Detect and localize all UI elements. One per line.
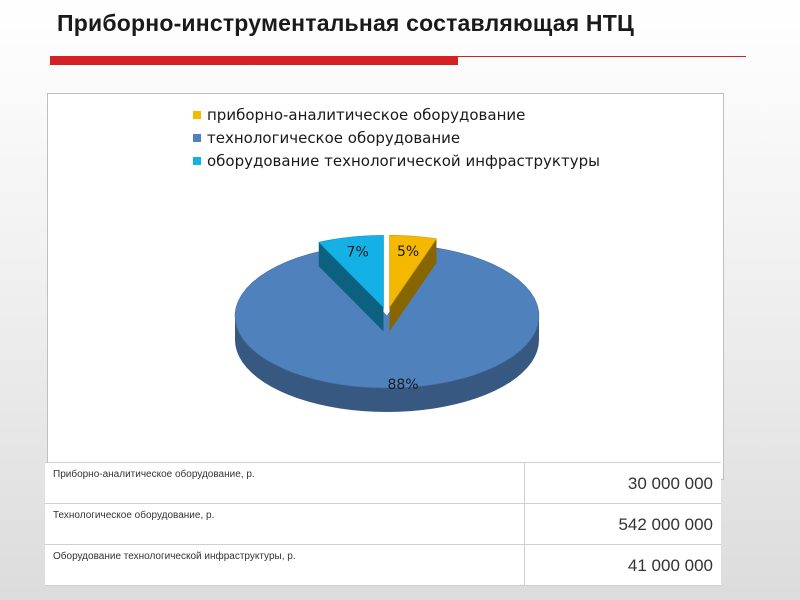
pie-slice: [389, 235, 437, 332]
pie-slice-wall: [389, 238, 437, 332]
row-value: 30 000 000: [524, 462, 721, 504]
legend-item: оборудование технологической инфраструкт…: [193, 149, 600, 172]
legend-swatch: [193, 156, 201, 165]
pie-slice-top: [318, 235, 384, 309]
legend-item: приборно-аналитическое оборудование: [193, 103, 600, 126]
legend-item: технологическое оборудование: [193, 126, 600, 149]
legend-label: технологическое оборудование: [207, 128, 461, 147]
pie-slice-rim: [235, 316, 539, 412]
title-underline-line: [458, 56, 746, 57]
chart-panel: [47, 93, 724, 480]
row-label: Приборно-аналитическое оборудование, р.: [45, 462, 525, 504]
table-row: Приборно-аналитическое оборудование, р. …: [45, 462, 721, 504]
table-row: Технологическое оборудование, р. 542 000…: [45, 503, 721, 545]
row-value: 41 000 000: [524, 544, 721, 586]
cost-table: Приборно-аналитическое оборудование, р. …: [45, 462, 721, 586]
legend-swatch: [193, 133, 201, 142]
data-label: 5%: [397, 244, 419, 260]
pie-slice-wall: [318, 242, 384, 332]
data-label: 7%: [347, 245, 369, 261]
legend-label: оборудование технологической инфраструкт…: [207, 151, 600, 170]
chart-legend: приборно-аналитическое оборудование техн…: [193, 103, 600, 172]
row-label: Технологическое оборудование, р.: [45, 503, 525, 545]
legend-label: приборно-аналитическое оборудование: [207, 105, 526, 124]
row-value: 542 000 000: [524, 503, 721, 545]
pie-slice-top: [234, 247, 540, 389]
pie-slice-top: [389, 235, 437, 309]
row-label: Оборудование технологической инфраструкт…: [45, 544, 525, 586]
legend-swatch: [193, 110, 201, 119]
pie-slice: [318, 235, 384, 332]
slide-title: Приборно-инструментальная составляющая Н…: [57, 10, 634, 36]
data-label: 88%: [387, 377, 418, 393]
title-underline-bar: [50, 56, 458, 65]
table-row: Оборудование технологической инфраструкт…: [45, 544, 721, 586]
